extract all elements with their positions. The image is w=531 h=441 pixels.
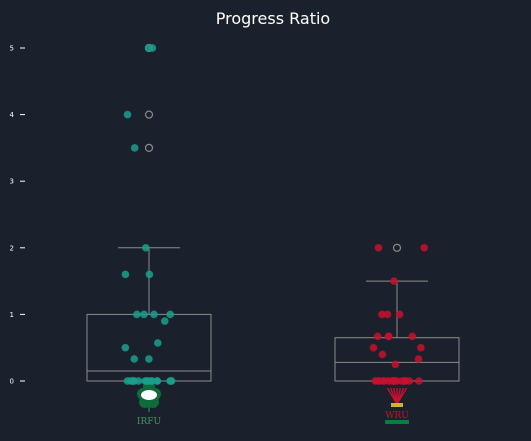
data-point xyxy=(414,355,423,363)
data-point xyxy=(140,310,148,319)
data-point xyxy=(150,310,158,319)
flier-point xyxy=(144,110,154,119)
data-point xyxy=(384,332,393,341)
data-point xyxy=(121,343,130,352)
data-point xyxy=(166,310,175,319)
data-point xyxy=(374,243,383,252)
y-tick-label: 3 xyxy=(10,178,14,186)
data-point xyxy=(121,270,130,279)
flier-point xyxy=(144,143,154,152)
data-point xyxy=(132,310,141,319)
y-tick-label: 2 xyxy=(10,244,14,252)
data-point xyxy=(130,355,139,363)
data-point xyxy=(123,110,132,119)
data-point xyxy=(390,377,398,385)
data-point xyxy=(420,243,429,252)
data-point xyxy=(395,310,404,319)
feather-stroke xyxy=(396,387,408,405)
data-point xyxy=(130,143,139,152)
wru-feathers-logo: WRU xyxy=(385,387,409,424)
data-point xyxy=(153,377,162,385)
y-tick-label: 5 xyxy=(10,45,14,53)
data-point xyxy=(148,44,157,52)
data-point xyxy=(414,377,423,385)
data-point xyxy=(166,377,175,385)
y-tick-label: 1 xyxy=(10,311,14,319)
logo-text: IRFU xyxy=(137,417,162,427)
data-point xyxy=(378,350,387,359)
rugby-ball-shape xyxy=(141,390,157,400)
box-group-2: WRU xyxy=(334,243,460,424)
flier-point xyxy=(392,243,402,252)
data-point xyxy=(416,343,425,352)
data-point xyxy=(371,377,380,385)
y-tick-label: 0 xyxy=(10,378,14,386)
shamrock-stem xyxy=(148,402,150,412)
data-point xyxy=(383,310,392,319)
plot-area: IRFU WRU xyxy=(86,43,460,427)
data-point xyxy=(145,270,154,279)
data-point xyxy=(408,332,417,341)
y-tick-label: 4 xyxy=(10,111,15,119)
irfu-shamrock-logo: IRFU xyxy=(137,381,162,427)
data-point xyxy=(153,339,162,347)
data-point xyxy=(160,317,169,325)
data-point xyxy=(369,343,378,352)
crown-band xyxy=(391,403,403,407)
box-iqr xyxy=(334,337,460,382)
logo-bar xyxy=(385,420,409,424)
logo-text: WRU xyxy=(385,411,409,421)
data-point xyxy=(144,355,153,363)
data-point xyxy=(390,277,398,285)
data-point xyxy=(373,332,382,341)
chart-title: Progress Ratio xyxy=(216,9,330,28)
data-point xyxy=(134,377,143,385)
data-point xyxy=(400,377,408,385)
data-point xyxy=(391,360,400,369)
box-group-1: IRFU xyxy=(86,43,212,427)
y-axis: 0 1 2 3 4 5 xyxy=(10,45,25,386)
data-point xyxy=(141,243,150,252)
